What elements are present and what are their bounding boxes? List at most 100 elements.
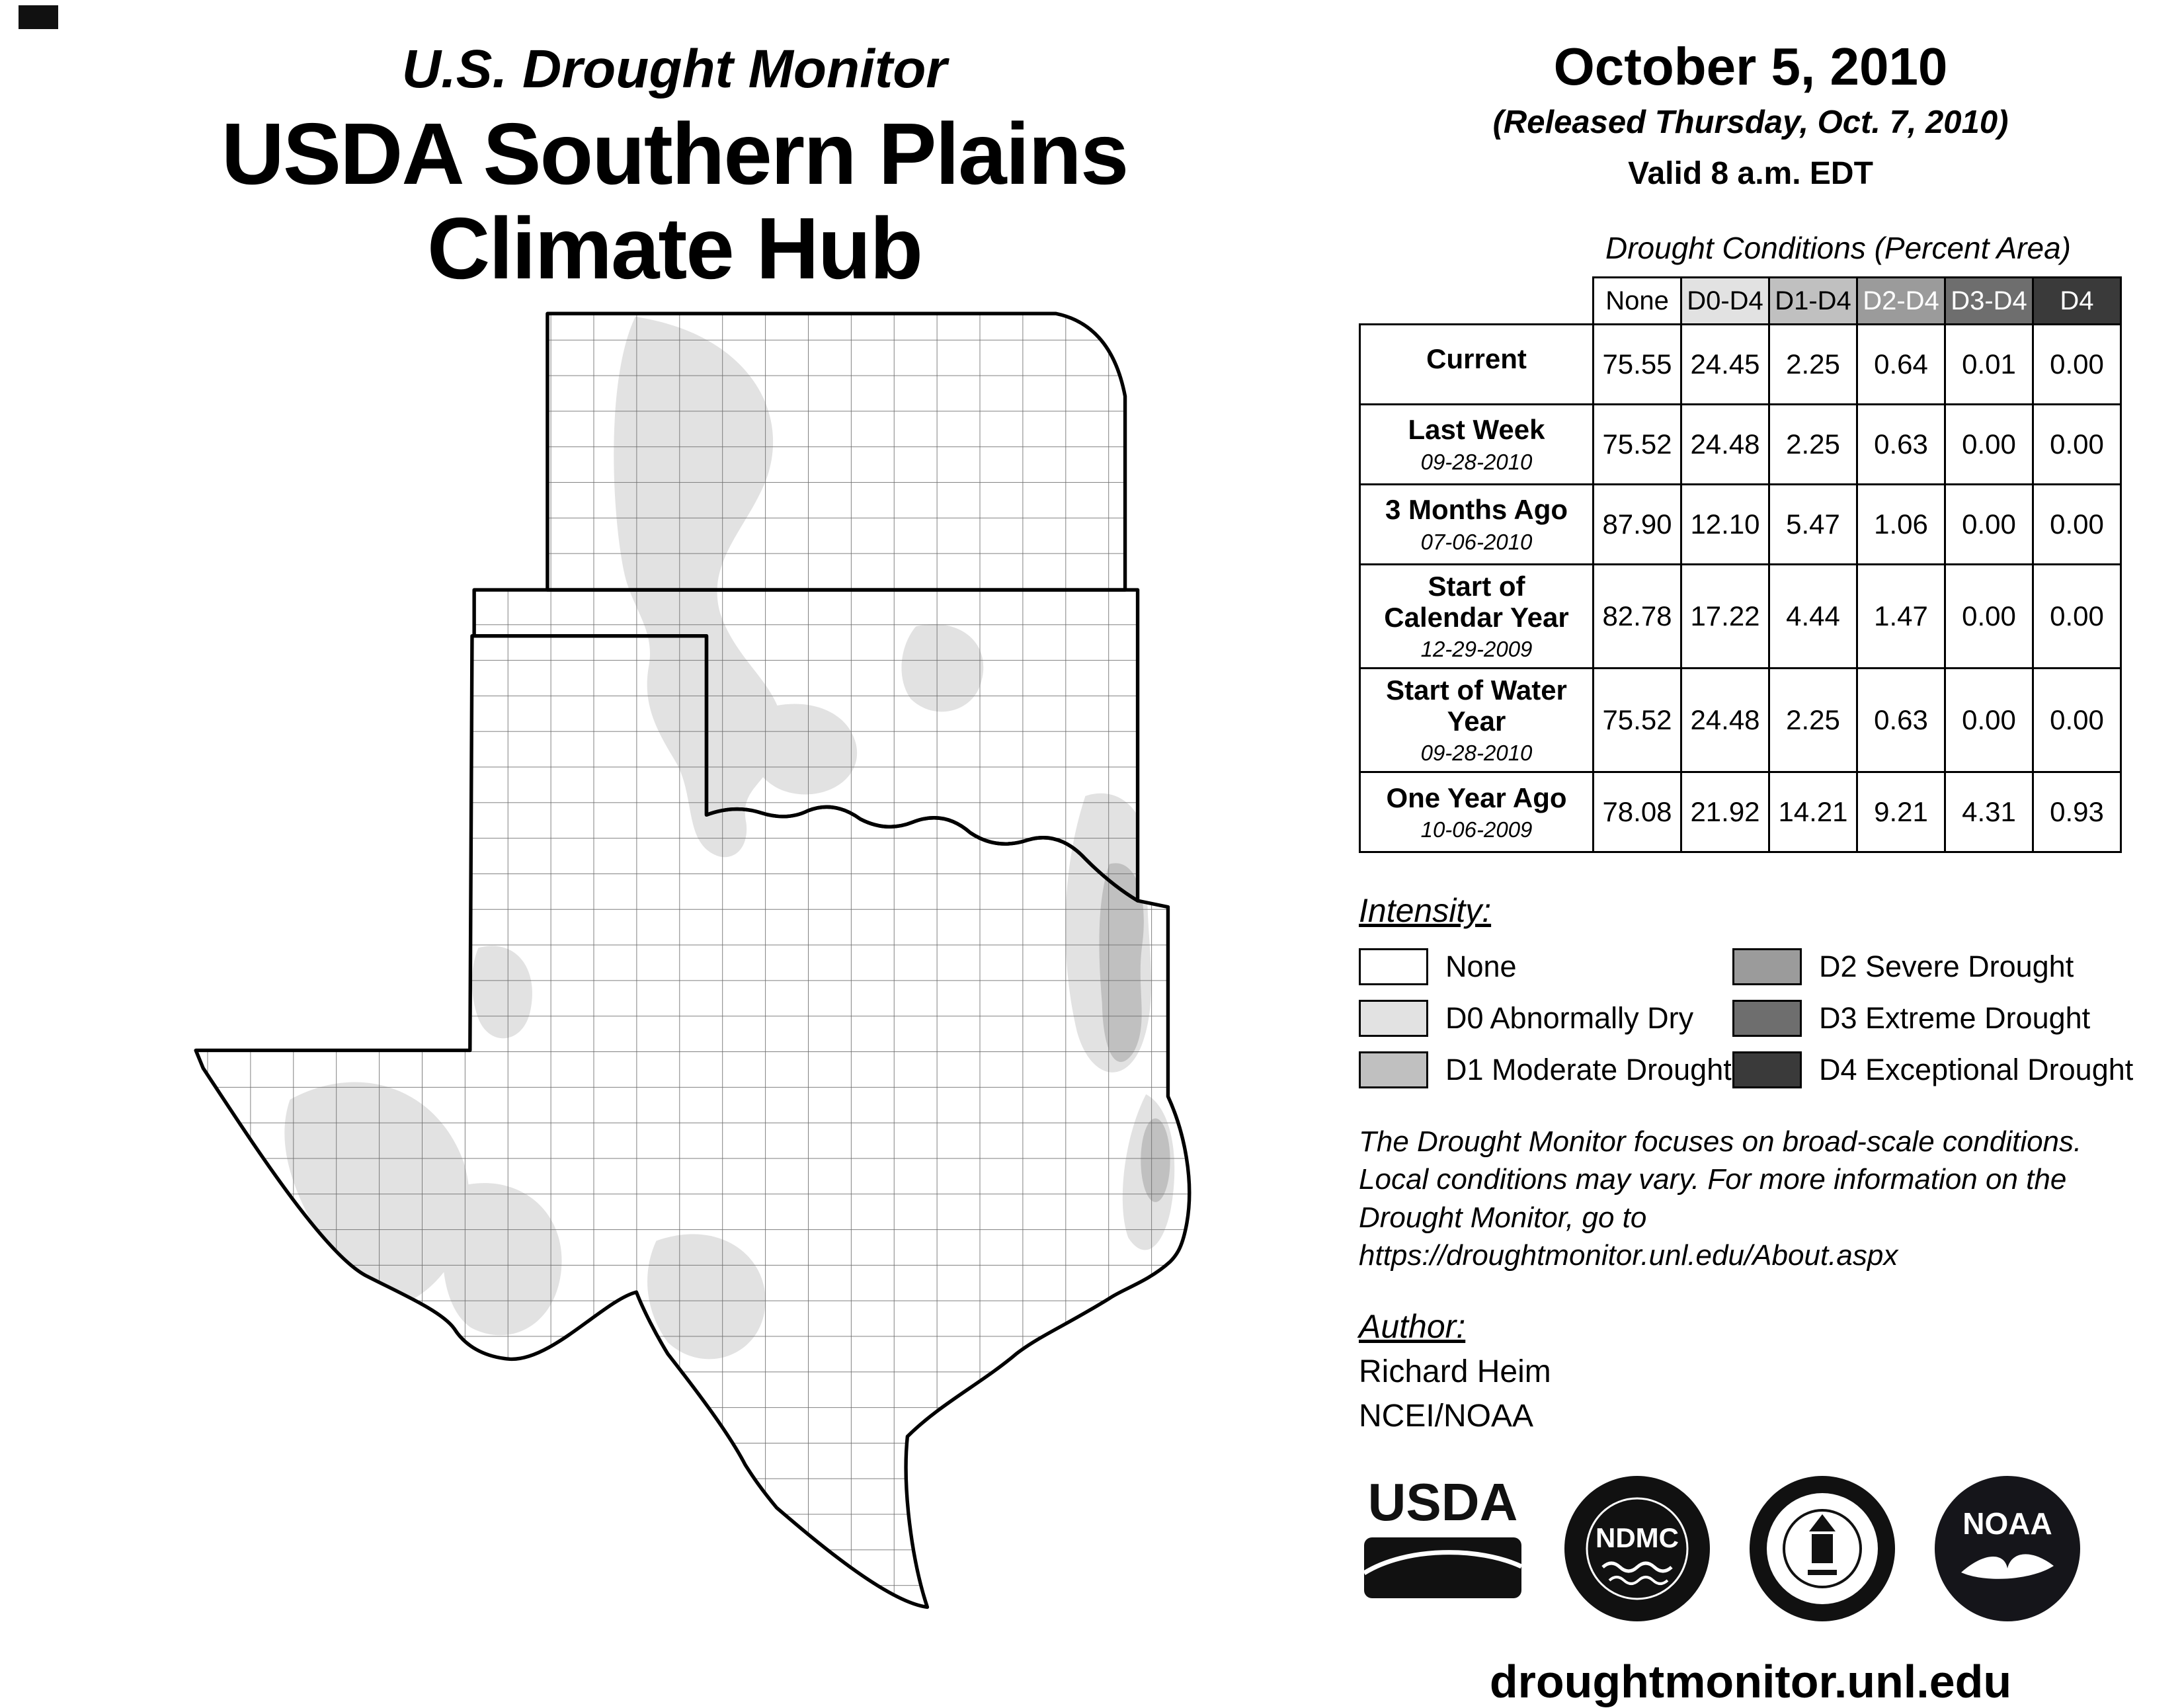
value-cell: 82.78 (1592, 563, 1682, 670)
value-cell: 14.21 (1768, 771, 1858, 854)
value-cell: 75.52 (1592, 667, 1682, 774)
legend-label: D1 Moderate Drought (1445, 1053, 1732, 1087)
column-header-d2d4: D2-D4 (1856, 276, 1946, 325)
table-title: Drought Conditions (Percent Area) (1605, 231, 2071, 265)
legend-swatch-d3 (1732, 1000, 1802, 1037)
disclaimer-line: Drought Monitor, go to https://droughtmo… (1359, 1201, 1898, 1272)
footer-url: droughtmonitor.unl.edu (1489, 1655, 2012, 1707)
column-header-none: None (1592, 276, 1682, 325)
value-cell: 0.00 (1944, 483, 2034, 565)
value-cell: 5.47 (1768, 483, 1858, 565)
value-cell: 0.64 (1856, 323, 1946, 405)
legend-swatch-d0 (1359, 1000, 1428, 1037)
value-cell: 2.25 (1768, 323, 1858, 405)
legend-item-d0: D0 Abnormally Dry (1359, 1000, 1732, 1037)
table-row-start-water-year: Start of Water Year 09-28-2010 75.52 24.… (1359, 667, 2122, 774)
legend-label: None (1445, 950, 1517, 984)
drought-map-svg (194, 311, 1192, 1609)
value-cell: 0.00 (1944, 667, 2034, 774)
value-cell: 24.48 (1680, 667, 1770, 774)
author-name: Richard Heim (1359, 1354, 1551, 1389)
svg-text:USDA: USDA (1368, 1473, 1518, 1531)
right-panel: October 5, 2010 (Released Thursday, Oct.… (1359, 36, 2142, 1708)
row-label: Last Week 09-28-2010 (1359, 403, 1594, 485)
table-row-last-week: Last Week 09-28-2010 75.52 24.48 2.25 0.… (1359, 403, 2122, 485)
row-label: Current (1359, 323, 1594, 405)
legend-swatch-d4 (1732, 1051, 1802, 1089)
value-cell: 0.63 (1856, 667, 1946, 774)
ndmc-logo: NDMC (1564, 1475, 1710, 1621)
value-cell: 24.48 (1680, 403, 1770, 485)
state-outlines (194, 311, 1192, 1609)
value-cell: 24.45 (1680, 323, 1770, 405)
valid-time: Valid 8 a.m. EDT (1628, 156, 1873, 191)
value-cell: 17.22 (1680, 563, 1770, 670)
disclaimer-line: The Drought Monitor focuses on broad-sca… (1359, 1125, 2082, 1159)
intensity-heading: Intensity: (1359, 892, 1492, 930)
table-row-one-year-ago: One Year Ago 10-06-2009 78.08 21.92 14.2… (1359, 771, 2122, 854)
svg-text:NOAA: NOAA (1962, 1506, 2052, 1541)
drought-map (93, 304, 1283, 1633)
table-row-current: Current 75.55 24.45 2.25 0.64 0.01 0.00 (1359, 323, 2122, 405)
logos-row: USDA NDMC NOAA (1359, 1473, 2142, 1625)
corner-mark (19, 5, 58, 29)
legend-swatch-none (1359, 948, 1428, 986)
value-cell: 12.10 (1680, 483, 1770, 565)
county-grid (196, 313, 1190, 1607)
row-label: One Year Ago 10-06-2009 (1359, 771, 1594, 854)
column-header-d4: D4 (2032, 276, 2122, 325)
row-label: Start of Water Year 09-28-2010 (1359, 667, 1594, 774)
row-label: Start of Calendar Year 12-29-2009 (1359, 563, 1594, 670)
value-cell: 2.25 (1768, 403, 1858, 485)
legend-swatch-d2 (1732, 948, 1802, 986)
value-cell: 75.55 (1592, 323, 1682, 405)
value-cell: 4.31 (1944, 771, 2034, 854)
value-cell: 0.00 (1944, 563, 2034, 670)
title-block: U.S. Drought Monitor USDA Southern Plain… (198, 38, 1151, 296)
value-cell: 2.25 (1768, 667, 1858, 774)
svg-text:NDMC: NDMC (1596, 1522, 1679, 1553)
value-cell: 0.00 (2032, 403, 2122, 485)
column-header-d0d4: D0-D4 (1680, 276, 1770, 325)
drought-conditions-table: None D0-D4 D1-D4 D2-D4 D3-D4 D4 Current … (1359, 276, 2122, 854)
program-title: U.S. Drought Monitor (401, 39, 948, 99)
column-header-d1d4: D1-D4 (1768, 276, 1858, 325)
value-cell: 1.06 (1856, 483, 1946, 565)
page-title-line2: Climate Hub (426, 199, 923, 297)
map-date: October 5, 2010 (1553, 37, 1948, 96)
kansas-outline (546, 311, 1127, 592)
texas-outline (194, 634, 1192, 1609)
disclaimer: The Drought Monitor focuses on broad-sca… (1359, 1123, 2142, 1274)
value-cell: 21.92 (1680, 771, 1770, 854)
author-heading: Author: (1359, 1307, 1466, 1345)
noaa-logo: NOAA (1935, 1475, 2080, 1621)
value-cell: 0.00 (2032, 483, 2122, 565)
page-title-line1: USDA Southern Plains (221, 105, 1129, 202)
legend-item-d4: D4 Exceptional Drought (1732, 1051, 2142, 1089)
legend-label: D0 Abnormally Dry (1445, 1001, 1694, 1036)
value-cell: 0.00 (2032, 667, 2122, 774)
release-date: (Released Thursday, Oct. 7, 2010) (1492, 104, 2009, 140)
disclaimer-line: Local conditions may vary. For more info… (1359, 1163, 2067, 1196)
value-cell: 75.52 (1592, 403, 1682, 485)
table-header-row: None D0-D4 D1-D4 D2-D4 D3-D4 D4 (1360, 276, 2122, 325)
usda-logo: USDA (1363, 1473, 1523, 1598)
value-cell: 87.90 (1592, 483, 1682, 565)
legend-label: D3 Extreme Drought (1819, 1001, 2091, 1036)
value-cell: 1.47 (1856, 563, 1946, 670)
row-label: 3 Months Ago 07-06-2010 (1359, 483, 1594, 565)
legend-item-d1: D1 Moderate Drought (1359, 1051, 1732, 1089)
table-row-start-calendar-year: Start of Calendar Year 12-29-2009 82.78 … (1359, 563, 2122, 670)
legend-label: D4 Exceptional Drought (1819, 1053, 2134, 1087)
commerce-seal-logo (1750, 1475, 1895, 1621)
value-cell: 0.00 (2032, 323, 2122, 405)
column-header-d3d4: D3-D4 (1944, 276, 2034, 325)
author-org: NCEI/NOAA (1359, 1398, 1534, 1434)
value-cell: 0.01 (1944, 323, 2034, 405)
author-block: Author: Richard Heim NCEI/NOAA (1359, 1307, 2142, 1434)
date-block: October 5, 2010 (Released Thursday, Oct.… (1359, 36, 2142, 192)
legend-item-none: None (1359, 948, 1732, 986)
legend-item-d2: D2 Severe Drought (1732, 948, 2142, 986)
value-cell: 0.63 (1856, 403, 1946, 485)
table-corner-cell (1360, 278, 1594, 325)
